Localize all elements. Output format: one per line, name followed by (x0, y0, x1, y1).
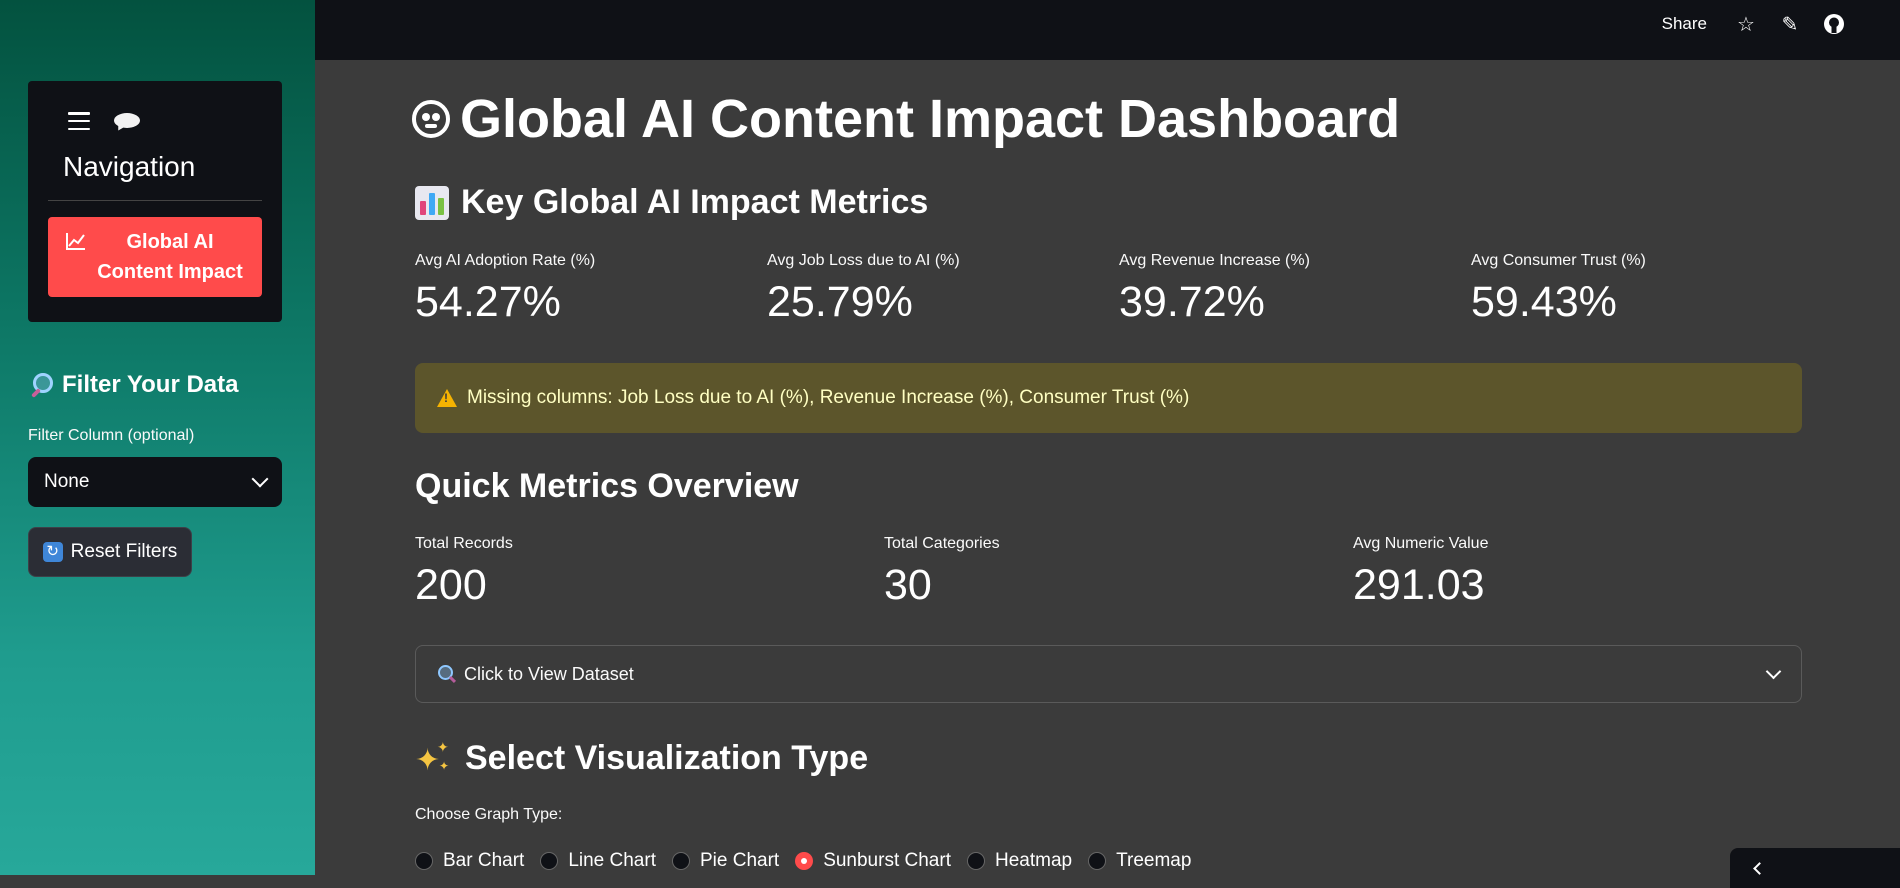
radio-bar-chart[interactable]: Bar Chart (415, 850, 524, 872)
metric-revenue-increase: Avg Revenue Increase (%) 39.72% (1119, 252, 1310, 327)
metric-consumer-trust: Avg Consumer Trust (%) 59.43% (1471, 252, 1646, 327)
magnifying-glass-icon (28, 372, 54, 398)
chevron-down-icon (251, 470, 269, 488)
radio-line-chart[interactable]: Line Chart (540, 850, 656, 872)
radio-circle[interactable] (966, 852, 985, 870)
metric-label: Avg Revenue Increase (%) (1119, 252, 1310, 269)
filter-heading-text: Filter Your Data (62, 371, 239, 398)
sidebar: Navigation Global AI Content Impact Filt… (0, 0, 315, 875)
metric-value: 30 (884, 561, 932, 609)
radio-circle[interactable] (540, 852, 559, 870)
radio-label: Treemap (1116, 850, 1192, 871)
radio-label: Pie Chart (699, 850, 780, 871)
filter-column-label: Filter Column (optional) (28, 427, 195, 444)
nav-divider (48, 200, 262, 201)
top-actions: Share ☆ ✎ (1662, 0, 1845, 48)
reset-filters-label: Reset Filters (70, 541, 178, 562)
refresh-icon: ↻ (42, 542, 63, 562)
metric-label: Avg Job Loss due to AI (%) (767, 252, 960, 269)
quick-metrics-heading: Quick Metrics Overview (415, 467, 799, 505)
radio-label: Heatmap (994, 850, 1073, 871)
metric-total-categories: Total Categories 30 (884, 535, 1000, 610)
share-button[interactable]: Share (1661, 14, 1707, 33)
nav-item-global-ai-content-impact[interactable]: Global AI Content Impact (48, 217, 262, 297)
line-chart-icon (66, 233, 85, 250)
filter-heading: Filter Your Data (28, 371, 238, 399)
metric-ai-adoption: Avg AI Adoption Rate (%) 54.27% (415, 252, 595, 327)
page-title: Global AI Content Impact Dashboard (412, 88, 1400, 150)
radio-circle[interactable] (415, 852, 433, 870)
radio-treemap[interactable]: Treemap (1088, 850, 1191, 872)
metric-value: 59.43% (1471, 278, 1617, 326)
github-icon[interactable] (1823, 13, 1845, 35)
speech-bubble-icon (112, 111, 140, 131)
metric-label: Total Records (415, 535, 513, 552)
metrics-heading: Key Global AI Impact Metrics (415, 183, 928, 222)
metric-value: 54.27% (415, 278, 561, 326)
metric-label: Total Categories (884, 535, 1000, 552)
metric-value: 200 (415, 561, 487, 609)
page-title-text: Global AI Content Impact Dashboard (460, 89, 1401, 149)
metric-label: Avg Consumer Trust (%) (1471, 252, 1646, 269)
graph-type-radio-group: Bar Chart Line Chart Pie Chart Sunburst … (415, 850, 1191, 872)
chevron-down-icon (1765, 663, 1782, 679)
nav-header (68, 111, 140, 131)
radio-pie-chart[interactable]: Pie Chart (671, 850, 780, 872)
reset-filters-button[interactable]: ↻ Reset Filters (28, 527, 192, 577)
warning-icon (437, 389, 457, 407)
expander-label: Click to View Dataset (464, 663, 634, 684)
pencil-icon[interactable]: ✎ (1781, 13, 1799, 36)
nav-item-label: Global AI Content Impact (97, 231, 243, 283)
chevron-left-icon (1753, 861, 1766, 875)
graph-type-label: Choose Graph Type: (415, 806, 563, 823)
metrics-heading-text: Key Global AI Impact Metrics (461, 183, 929, 221)
manage-app-button[interactable] (1730, 848, 1900, 888)
filter-column-select[interactable]: None (28, 457, 282, 507)
radio-label: Line Chart (568, 850, 656, 871)
radio-circle[interactable] (1088, 852, 1107, 870)
visualization-heading-text: Select Visualization Type (465, 739, 869, 777)
warning-text: Missing columns: Job Loss due to AI (%),… (467, 387, 1190, 408)
metric-avg-numeric: Avg Numeric Value 291.03 (1353, 535, 1488, 610)
navigation-menu: Navigation Global AI Content Impact (28, 81, 282, 322)
visualization-heading: ✦ ✦ ✦ Select Visualization Type (415, 739, 868, 778)
main-content: Global AI Content Impact Dashboard Key G… (315, 60, 1900, 875)
filter-column-value: None (44, 471, 90, 492)
star-icon[interactable]: ☆ (1737, 13, 1755, 36)
view-dataset-expander[interactable]: Click to View Dataset (415, 645, 1802, 703)
metric-job-loss: Avg Job Loss due to AI (%) 25.79% (767, 252, 960, 327)
missing-columns-warning: Missing columns: Job Loss due to AI (%),… (415, 363, 1802, 433)
bar-chart-icon (415, 185, 449, 220)
radio-label: Sunburst Chart (823, 850, 951, 871)
top-bar: Share ☆ ✎ (315, 0, 1900, 60)
radio-sunburst-chart[interactable]: Sunburst Chart (795, 850, 951, 872)
sparkles-icon: ✦ ✦ ✦ (415, 738, 450, 777)
metric-label: Avg Numeric Value (1353, 535, 1489, 552)
nav-title: Navigation (63, 151, 196, 182)
radio-circle-selected[interactable] (795, 852, 814, 870)
radio-circle[interactable] (671, 852, 690, 870)
search-icon (438, 665, 457, 684)
metric-value: 25.79% (767, 278, 913, 326)
metric-total-records: Total Records 200 (415, 535, 513, 610)
metric-label: Avg AI Adoption Rate (%) (415, 252, 596, 269)
robot-icon (412, 100, 450, 138)
hamburger-icon[interactable] (68, 112, 90, 130)
radio-label: Bar Chart (443, 850, 525, 871)
radio-heatmap[interactable]: Heatmap (966, 850, 1073, 872)
metric-value: 39.72% (1119, 278, 1265, 326)
metric-value: 291.03 (1353, 561, 1485, 609)
